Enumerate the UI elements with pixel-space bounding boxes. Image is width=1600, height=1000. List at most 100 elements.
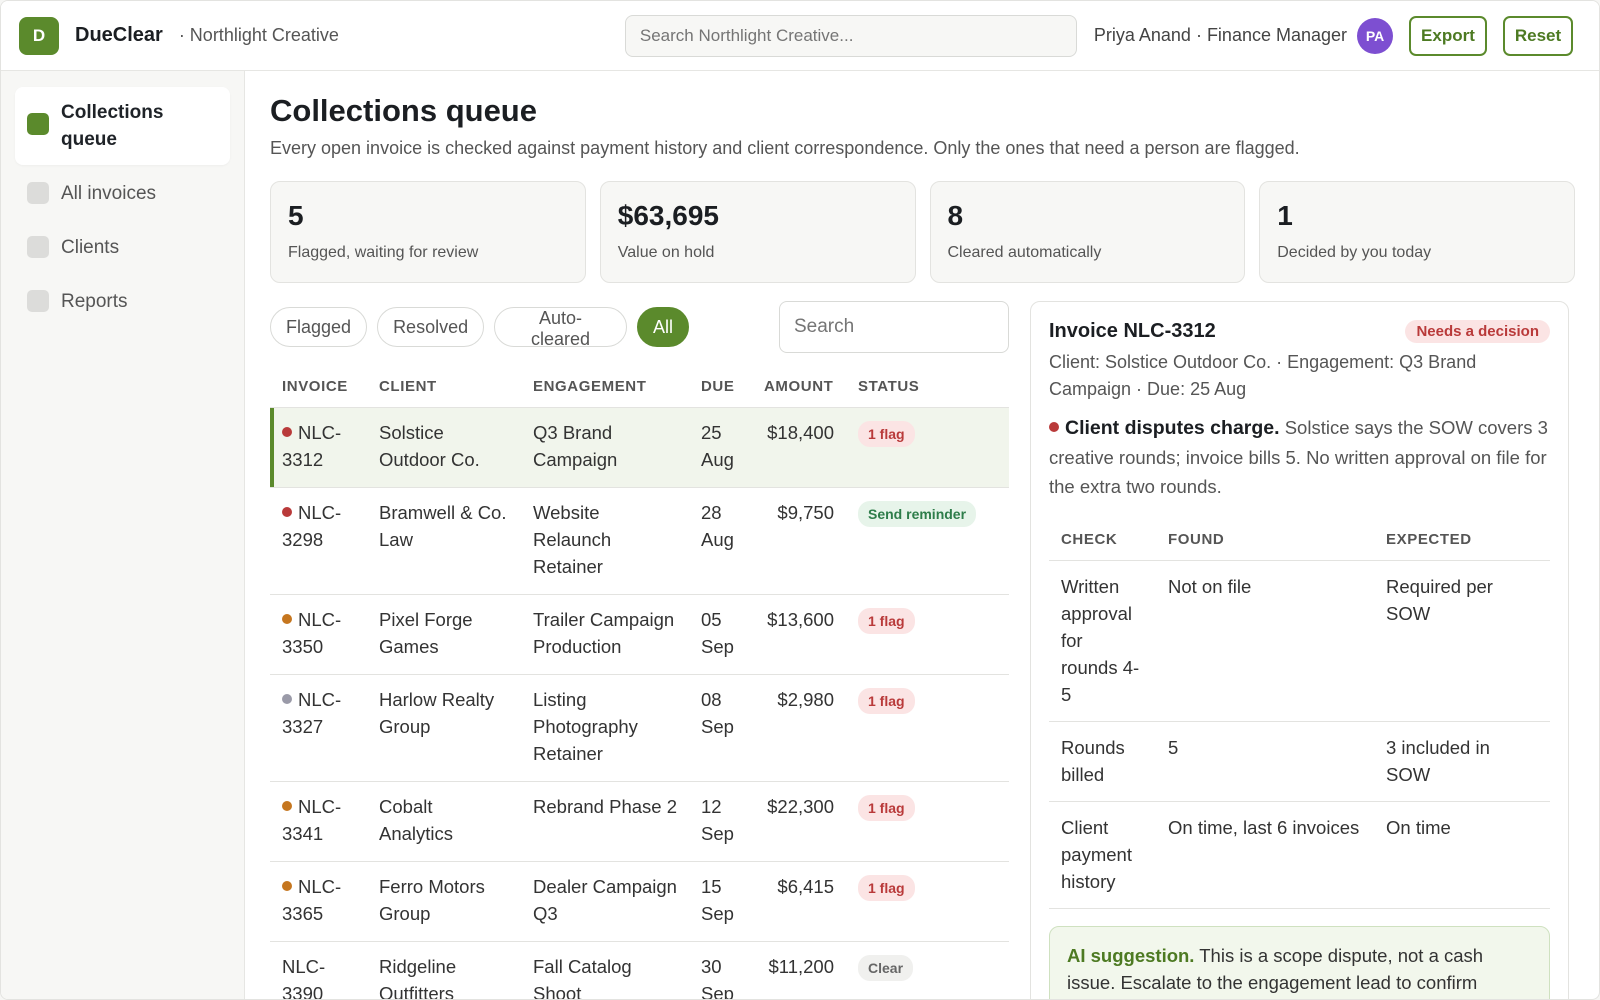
filter-auto-cleared[interactable]: Auto-cleared [494,307,627,349]
cell-invoice: NLC-3327 [270,674,367,782]
checks-header-row: CHECK FOUND EXPECTED [1049,525,1550,561]
stat-value: $63,695 [617,200,719,231]
cell-engagement: Fall Catalog Shoot [521,941,689,999]
cell-engagement: Website Relaunch Retainer [521,487,689,595]
cell-amount: $13,600 [752,594,846,675]
cell-expected: 3 included in SOW [1374,721,1550,802]
filter-bar: Flagged Resolved Auto-cleared All [270,301,1009,353]
org-name: · Northlight Creative [178,25,339,45]
cell-status: Clear [846,941,1009,999]
stat-value: 8 [947,200,964,231]
invoice-number: NLC-3341 [282,796,342,844]
status-badge: 1 flag [858,875,915,901]
sidebar: Collections queue All invoices Clients R… [1,71,245,999]
alert-dot-icon [1049,422,1059,433]
detail-header: Invoice NLC-3312 Needs a decision [1049,320,1550,343]
cell-due: 28 Aug [689,487,752,595]
filter-all[interactable]: All [636,307,689,347]
status-badge: 1 flag [858,795,915,821]
filter-resolved[interactable]: Resolved [377,307,485,347]
sidebar-item-label: Clients [61,237,120,258]
cell-engagement: Trailer Campaign Production [521,594,689,675]
cell-expected: Required per SOW [1374,560,1550,722]
table-row[interactable]: NLC-3312 Solstice Outdoor Co. Q3 Brand Cam… [270,407,1009,488]
cell-found: Not on file [1156,560,1374,722]
invoice-number: NLC-3390 [282,956,326,1000]
table-row[interactable]: NLC-3365 Ferro Motors Group Dealer Campaig… [270,861,1009,942]
cell-amount: $22,300 [752,781,846,862]
status-dot-icon [282,614,292,625]
stat-card-flagged: 5 Flagged, waiting for review [270,181,586,283]
cell-expected: On time [1374,801,1550,909]
global-search-input[interactable] [624,14,1077,57]
stat-label: Cleared automatically [947,244,1102,261]
cell-amount: $9,750 [752,487,846,595]
table-row[interactable]: NLC-3298 Bramwell & Co. Law Website Relaun… [270,487,1009,595]
table-row[interactable]: NLC-3350 Pixel Forge Games Trailer Campaig… [270,594,1009,675]
main-content: Collections queue Every open invoice is … [270,71,1575,999]
checks-table: CHECK FOUND EXPECTED Written approval fo… [1049,525,1550,909]
table-row[interactable]: NLC-3390 Ridgeline Outfitters Fall Catalog… [270,941,1009,1000]
sidebar-item-all-invoices[interactable]: All invoices [15,168,230,219]
invoice-search-input[interactable] [779,301,1009,353]
cell-check: Written approval for rounds 4-5 [1049,560,1156,722]
status-badge: 1 flag [858,421,915,447]
column-header-due[interactable]: DUE [689,369,752,408]
cell-check: Rounds billed [1049,721,1156,802]
cell-due: 15 Sep [689,861,752,942]
app-name: DueClear [75,24,163,46]
invoice-number: NLC-3327 [282,689,342,737]
cell-due: 08 Sep [689,674,752,782]
cell-status: 1 flag [846,781,1009,862]
square-icon [27,236,49,258]
column-header-client[interactable]: CLIENT [367,369,521,408]
cell-check: Client payment history [1049,801,1156,909]
sidebar-item-collections-queue[interactable]: Collections queue [15,87,230,165]
invoice-number: NLC-3298 [282,502,342,550]
column-header-found: FOUND [1156,525,1374,561]
issue-title: Client disputes charge. [1065,417,1280,439]
checks-table-body: Written approval for rounds 4-5 Not on fi… [1049,560,1550,909]
cell-status: 1 flag [846,861,1009,942]
cell-invoice: NLC-3341 [270,781,367,862]
column-header-amount[interactable]: AMOUNT [752,369,846,408]
filter-flagged[interactable]: Flagged [270,307,368,347]
cell-client: Pixel Forge Games [367,594,521,675]
square-icon [27,290,49,312]
detail-meta: Client: Solstice Outdoor Co. · Engagemen… [1049,352,1477,399]
export-button[interactable]: Export [1409,15,1487,56]
detail-title: Invoice NLC-3312 [1049,320,1216,342]
stat-value: 1 [1277,200,1293,231]
cell-amount: $2,980 [752,674,846,782]
cell-due: 12 Sep [689,781,752,862]
avatar[interactable]: PA [1357,17,1394,54]
cell-amount: $18,400 [752,407,846,488]
stat-card-decided-today: 1 Decided by you today [1259,181,1575,283]
sidebar-item-clients[interactable]: Clients [15,222,230,273]
reset-button[interactable]: Reset [1502,15,1574,56]
sidebar-item-reports[interactable]: Reports [15,276,230,327]
cell-due: 25 Aug [689,407,752,488]
table-row[interactable]: NLC-3327 Harlow Realty Group Listing Photo… [270,674,1009,782]
page-title: Collections queue [270,93,537,128]
cell-invoice: NLC-3350 [270,594,367,675]
column-header-status[interactable]: STATUS [846,369,1009,408]
column-header-engagement[interactable]: ENGAGEMENT [521,369,689,408]
ai-suggestion-label: AI suggestion. [1067,945,1195,966]
status-dot-icon [282,801,292,812]
status-badge: Needs a decision [1405,320,1550,343]
status-badge: 1 flag [858,608,915,634]
cell-status: 1 flag [846,594,1009,675]
sidebar-item-label: Reports [61,291,128,312]
check-row: Written approval for rounds 4-5 Not on fi… [1049,560,1550,722]
column-header-expected: EXPECTED [1374,525,1550,561]
stats-row: 5 Flagged, waiting for review $63,695 Va… [270,181,1575,283]
column-header-invoice[interactable]: INVOICE [270,369,367,408]
cell-amount: $11,200 [752,941,846,999]
issue-text: Solstice says the SOW covers 3 creative … [1049,417,1548,497]
cell-client: Ferro Motors Group [367,861,521,942]
cell-amount: $6,415 [752,861,846,942]
invoice-table-body: NLC-3312 Solstice Outdoor Co. Q3 Brand Cam… [270,407,1009,1000]
